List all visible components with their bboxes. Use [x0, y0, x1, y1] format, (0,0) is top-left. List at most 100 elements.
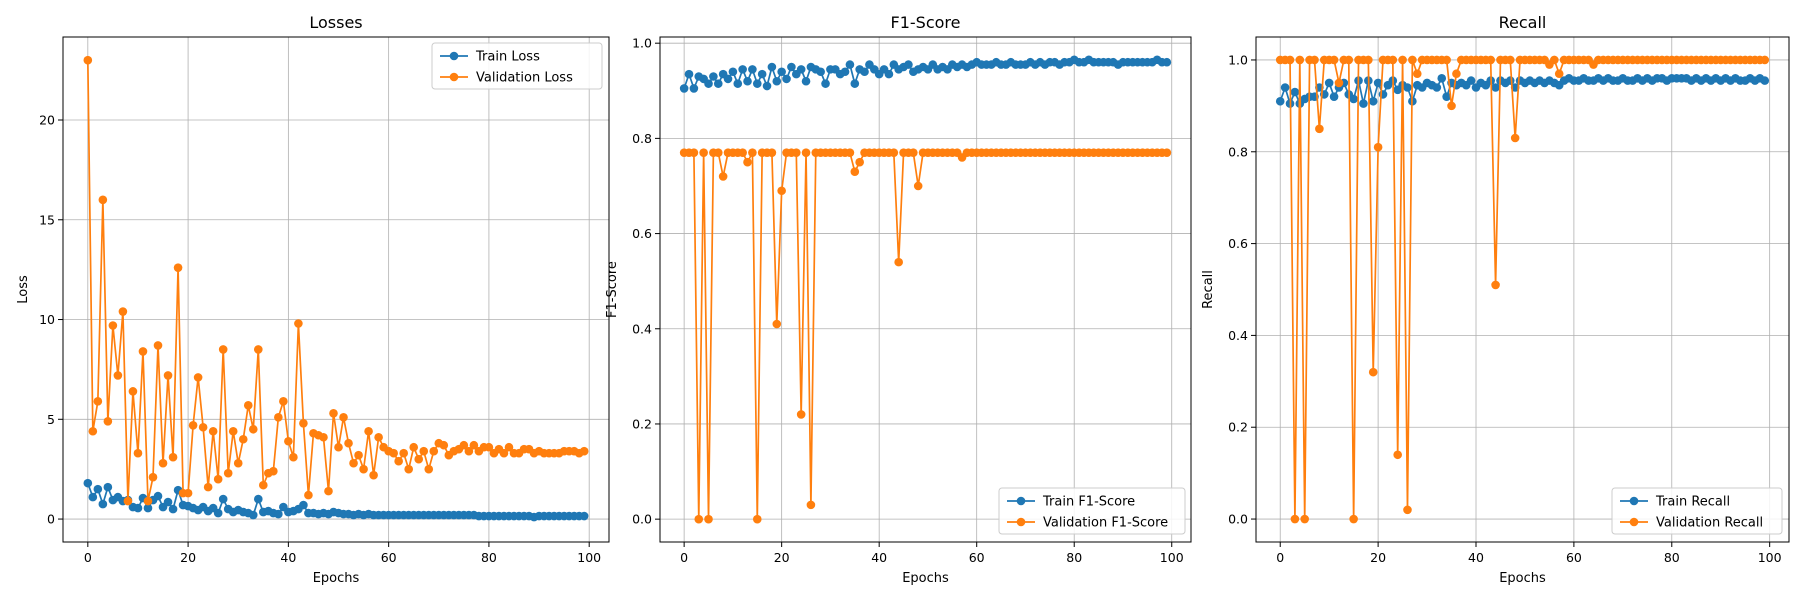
data-point — [713, 148, 723, 157]
data-point — [1373, 78, 1383, 88]
data-point — [1510, 83, 1520, 92]
data-point — [168, 452, 178, 462]
data-point — [1359, 99, 1368, 108]
data-point — [1329, 92, 1339, 101]
data-point — [504, 442, 514, 452]
data-point — [83, 55, 93, 65]
data-point — [1398, 55, 1407, 65]
data-point — [1550, 55, 1559, 65]
data-point — [334, 442, 343, 452]
data-point — [439, 440, 449, 450]
data-point — [777, 67, 786, 77]
data-point — [409, 442, 419, 452]
data-point — [233, 458, 243, 468]
data-point — [469, 440, 479, 450]
data-point — [1162, 57, 1172, 67]
data-point — [349, 458, 358, 468]
legend-marker — [1016, 496, 1026, 506]
axes-frame — [659, 36, 1192, 543]
data-point — [1403, 505, 1412, 515]
y-tick-label: 20 — [39, 113, 55, 128]
data-point — [1329, 55, 1339, 65]
data-point — [279, 397, 288, 406]
x-tick-label: 80 — [1664, 550, 1680, 565]
data-point — [259, 480, 268, 490]
data-point — [339, 413, 348, 422]
data-point — [850, 79, 860, 88]
y-tick-label: 1.0 — [1228, 52, 1248, 67]
data-point — [1344, 55, 1354, 65]
data-point — [772, 76, 782, 86]
data-point — [1324, 78, 1334, 88]
data-point — [704, 79, 713, 88]
x-tick-label: 40 — [1468, 550, 1484, 565]
data-point — [684, 69, 694, 79]
data-point — [248, 510, 258, 520]
data-point — [1310, 55, 1319, 65]
data-point — [709, 72, 718, 81]
data-point — [103, 416, 113, 426]
data-point — [374, 432, 383, 442]
data-point — [791, 148, 801, 157]
data-point — [743, 76, 752, 86]
data-point — [1442, 55, 1451, 65]
data-point — [299, 418, 308, 428]
data-point — [248, 424, 258, 434]
data-point — [816, 67, 825, 77]
data-point — [1510, 133, 1520, 143]
data-point — [284, 436, 293, 446]
data-point — [1300, 514, 1309, 524]
series-1 — [1275, 55, 1770, 524]
data-point — [1349, 514, 1358, 524]
legend-marker — [1629, 517, 1639, 527]
series-line — [1280, 59, 1765, 520]
data-point — [579, 446, 589, 456]
data-point — [699, 148, 708, 157]
data-point — [228, 426, 238, 436]
x-tick-label: 0 — [1276, 550, 1284, 565]
series-0 — [679, 55, 1172, 93]
data-point — [203, 482, 213, 492]
data-point — [253, 494, 263, 504]
data-point — [850, 167, 860, 176]
x-tick-label: 40 — [871, 550, 887, 565]
x-tick-label: 0 — [680, 550, 688, 565]
data-point — [1437, 74, 1447, 83]
legend-frame — [998, 487, 1186, 535]
data-point — [394, 456, 403, 466]
data-point — [723, 74, 733, 84]
y-tick-label: 15 — [39, 212, 55, 227]
x-tick-label: 80 — [481, 550, 497, 565]
legend: Train Loss Validation Loss — [431, 42, 603, 90]
data-point — [752, 514, 762, 524]
data-point — [183, 488, 193, 498]
data-point — [128, 387, 138, 396]
data-point — [218, 494, 228, 504]
data-point — [767, 148, 777, 157]
data-point — [324, 486, 333, 496]
chart-panel-1: 0 20 40 60 80 100 0.0 0.2 0.4 0.6 0.8 1.0 F1-Score Ep… — [605, 13, 1192, 586]
chart-title: Losses — [309, 13, 362, 32]
data-point — [1408, 55, 1417, 65]
data-point — [762, 81, 772, 91]
data-point — [1403, 83, 1412, 92]
data-point — [133, 448, 143, 458]
data-point — [1364, 55, 1373, 65]
data-point — [1505, 76, 1515, 85]
y-tick-label: 0.2 — [1228, 420, 1248, 435]
chart-title: Recall — [1499, 13, 1547, 32]
data-point — [354, 450, 363, 460]
data-point — [143, 503, 153, 513]
x-axis-label: Epochs — [902, 571, 949, 586]
data-point — [168, 504, 178, 514]
x-tick-label: 40 — [280, 550, 296, 565]
data-point — [1432, 83, 1442, 92]
data-point — [118, 307, 128, 316]
x-axis-label: Epochs — [1499, 571, 1546, 586]
data-point — [299, 500, 308, 510]
legend-label: Validation Recall — [1656, 516, 1763, 531]
y-axis-label: Loss — [16, 275, 31, 304]
data-point — [679, 84, 689, 93]
data-point — [98, 195, 108, 205]
